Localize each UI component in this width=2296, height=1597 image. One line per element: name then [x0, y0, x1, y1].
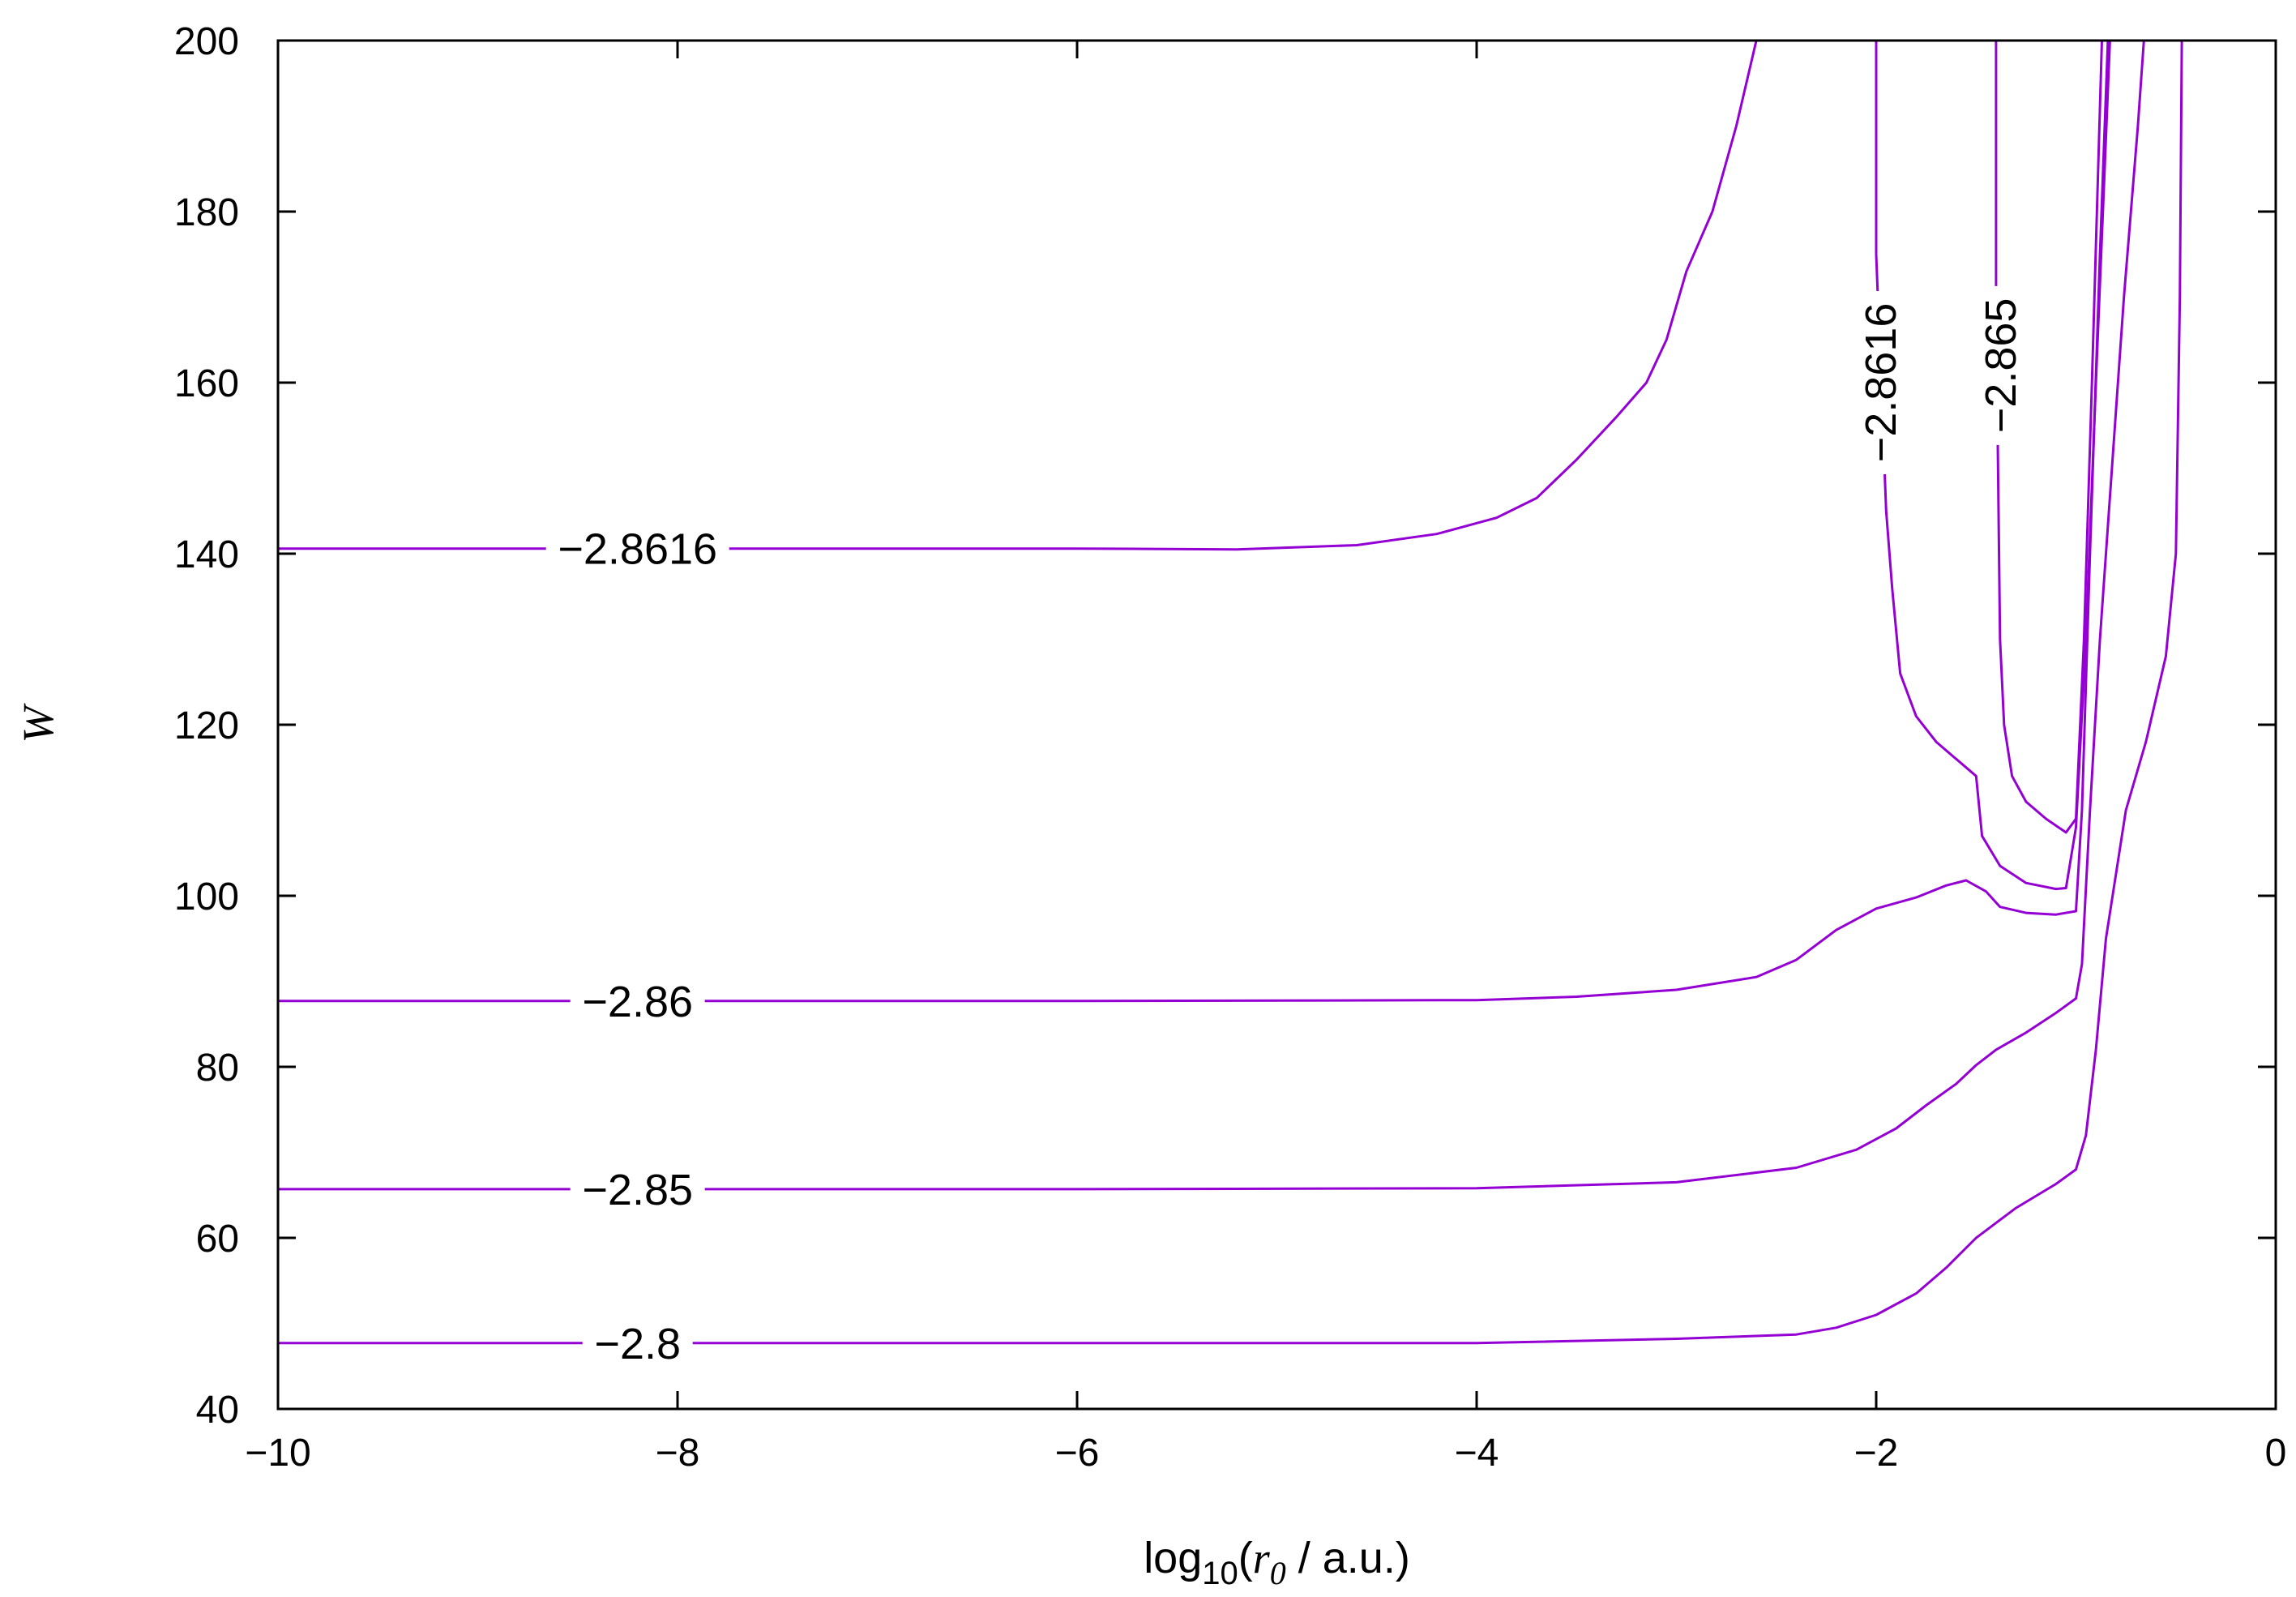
contour-labels: −2.8616 −2.8616 −2.865 −2.86 −2.85 −2.8 — [545, 285, 2025, 1368]
y-tick-label: 80 — [196, 1047, 239, 1090]
x-tick-label: −8 — [656, 1432, 700, 1475]
contour-line-2 — [1995, 40, 2103, 834]
x-tick-label: −10 — [245, 1432, 310, 1475]
x-title-rest: / a.u.) — [1286, 1534, 1410, 1582]
contour-label-group-1: −2.8616 — [1855, 291, 1905, 474]
x-title-open: ( — [1238, 1534, 1253, 1582]
contour-label-bg — [570, 976, 705, 1025]
contour-line-0 — [278, 40, 1758, 551]
contour-label-group-5: −2.8 — [582, 1318, 693, 1368]
contour-label-0: −2.8616 — [558, 525, 717, 574]
contour-label-group-2: −2.865 — [1975, 285, 2025, 445]
y-axis-title: W — [14, 702, 62, 743]
contour-label-3: −2.86 — [582, 978, 693, 1026]
contour-line-4 — [278, 40, 2145, 1191]
y-tick-label: 160 — [174, 362, 239, 405]
contour-label-2: −2.865 — [1977, 298, 2025, 434]
contour-label-bg — [545, 524, 729, 573]
contour-line-1 — [1875, 40, 2111, 891]
contour-label-group-3: −2.86 — [570, 976, 705, 1026]
x-tick-label: −4 — [1455, 1432, 1499, 1475]
y-tick-label: 100 — [174, 876, 239, 918]
contour-lines — [278, 40, 2183, 1345]
plot-frame — [276, 39, 2277, 1411]
contour-label-bg — [570, 1164, 705, 1214]
tick-labels: −10 −8 −6 −4 −2 0 40 60 80 100 120 140 160 180 200 — [174, 20, 2286, 1475]
contour-line-3 — [278, 40, 2110, 1003]
contour-label-group-4: −2.85 — [570, 1164, 705, 1214]
y-tick-label: 60 — [196, 1218, 239, 1261]
x-tick-label: 0 — [2265, 1432, 2287, 1475]
y-tick-label: 120 — [174, 704, 239, 747]
x-title-var-sub: 0 — [1270, 1555, 1286, 1591]
contour-label-5: −2.8 — [594, 1320, 681, 1368]
contour-label-group-0: −2.8616 — [545, 524, 729, 574]
x-tick-label: −2 — [1854, 1432, 1899, 1475]
x-title-var: r — [1253, 1534, 1271, 1582]
y-tick-label: 200 — [174, 20, 239, 63]
x-title-sub: 10 — [1202, 1556, 1238, 1591]
contour-label-bg — [1975, 285, 2024, 445]
y-tick-label: 140 — [174, 533, 239, 576]
contour-line-5 — [278, 40, 2183, 1345]
x-title-prefix: log — [1144, 1534, 1202, 1582]
contour-label-1: −2.8616 — [1857, 303, 1905, 463]
y-tick-label: 180 — [174, 191, 239, 234]
contour-label-bg — [1855, 291, 1905, 474]
contour-label-4: −2.85 — [582, 1166, 693, 1214]
y-tick-label: 40 — [196, 1389, 239, 1432]
contour-label-bg — [582, 1318, 693, 1368]
x-tick-label: −6 — [1055, 1432, 1100, 1475]
x-axis-title: log10(r0 / a.u.) — [1144, 1534, 1410, 1591]
